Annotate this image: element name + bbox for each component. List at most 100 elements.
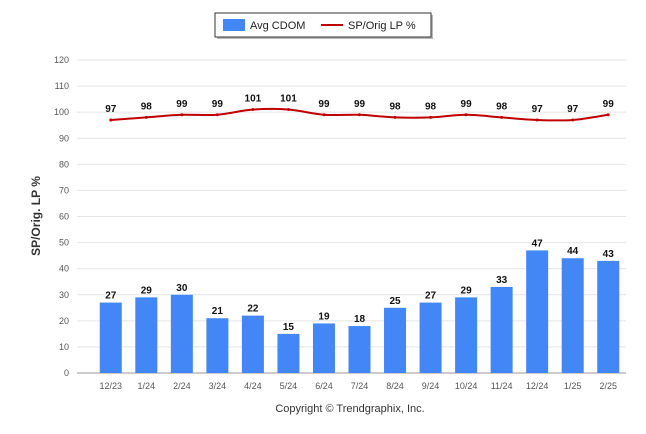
- x-tick-label: 1/25: [564, 381, 582, 391]
- bar: [99, 302, 122, 373]
- line-point: [251, 108, 255, 112]
- bar: [490, 286, 513, 373]
- line-data-label: 101: [280, 94, 297, 105]
- y-tick-label: 40: [59, 264, 69, 274]
- x-axis-ticks: 12/23 1/24 2/24 3/24 4/24 5/24 6/24 7/24 8/24 9/2…: [100, 381, 617, 391]
- line-point: [286, 108, 290, 112]
- bar-data-label: 30: [176, 283, 188, 294]
- y-axis-title: SP/Orig. LP %: [29, 176, 43, 256]
- bar-data-label: 43: [603, 249, 615, 260]
- x-tick-label: 10/24: [455, 381, 478, 391]
- bar: [597, 260, 620, 373]
- y-tick-label: 0: [64, 368, 69, 378]
- y-tick-label: 20: [59, 316, 69, 326]
- bar: [312, 323, 335, 373]
- x-tick-label: 2/24: [173, 381, 191, 391]
- copyright-text: Copyright © Trendgraphix, Inc.: [275, 403, 424, 415]
- line-data-label: 98: [389, 101, 401, 112]
- x-tick-label: 8/24: [386, 381, 404, 391]
- bar-data-label: 15: [283, 322, 295, 333]
- y-tick-label: 50: [59, 238, 69, 248]
- bar: [419, 302, 442, 373]
- line-data-label: 97: [532, 104, 544, 115]
- y-tick-label: 110: [55, 81, 69, 91]
- bar: [241, 315, 264, 373]
- y-tick-label: 80: [59, 159, 69, 169]
- x-tick-label: 6/24: [315, 381, 333, 391]
- bar-data-label: 27: [105, 291, 117, 302]
- y-tick-label: 70: [59, 185, 69, 195]
- line-data-label: 97: [105, 104, 117, 115]
- line-point: [393, 115, 397, 119]
- x-tick-label: 1/24: [138, 381, 156, 391]
- legend-label-avg-cdom: Avg CDOM: [250, 20, 305, 32]
- x-tick-label: 12/23: [100, 381, 123, 391]
- bar-data-labels: 27 29 30 21 22 15 19 18 25 27 29 33 47 44 43: [105, 238, 614, 332]
- x-tick-label: 7/24: [351, 381, 369, 391]
- line-point: [180, 113, 184, 117]
- line-point: [535, 118, 539, 122]
- line-point: [109, 118, 113, 122]
- bar-series: [99, 250, 620, 373]
- bar-data-label: 25: [389, 296, 401, 307]
- bar-data-label: 18: [354, 314, 366, 325]
- line-data-label: 99: [176, 99, 188, 110]
- line-data-label: 99: [318, 99, 330, 110]
- y-axis-ticks: 0 10 20 30 40 50 60 70 80 90 100 110 120: [54, 55, 69, 378]
- line-data-label: 99: [603, 99, 615, 110]
- line-point: [358, 113, 361, 117]
- line-data-labels: 97 98 99 99 101 101 99 99 98 98 99 98 97 97 99: [105, 94, 614, 115]
- line-point: [464, 113, 468, 117]
- x-tick-label: 9/24: [422, 381, 440, 391]
- y-tick-label: 60: [59, 212, 69, 222]
- x-tick-label: 4/24: [244, 381, 262, 391]
- bar-data-label: 27: [425, 291, 437, 302]
- bar: [526, 250, 549, 373]
- bar-data-label: 29: [141, 285, 153, 296]
- bar-data-label: 22: [247, 304, 259, 315]
- line-point: [429, 115, 433, 119]
- line-data-label: 98: [496, 101, 508, 112]
- bar-data-label: 21: [212, 306, 224, 317]
- line-point: [322, 113, 326, 117]
- bar-data-label: 29: [461, 285, 473, 296]
- line-data-label: 97: [567, 104, 579, 115]
- y-tick-label: 10: [59, 342, 69, 352]
- line-point: [571, 118, 575, 122]
- y-tick-label: 100: [54, 107, 69, 117]
- y-tick-label: 30: [59, 290, 69, 300]
- x-tick-label: 3/24: [209, 381, 227, 391]
- line-data-label: 99: [461, 99, 473, 110]
- bar: [277, 333, 300, 373]
- line-point: [215, 113, 219, 117]
- legend-swatch-avg-cdom: [223, 19, 245, 31]
- legend-label-sp-orig-lp: SP/Orig LP %: [348, 20, 416, 32]
- bar: [384, 307, 407, 373]
- bar-data-label: 33: [496, 275, 508, 286]
- bar-data-label: 47: [532, 238, 544, 249]
- bar: [135, 297, 158, 373]
- line-point: [500, 115, 504, 119]
- x-tick-label: 12/24: [526, 381, 549, 391]
- bar: [561, 258, 584, 373]
- bar: [170, 294, 193, 373]
- line-data-label: 99: [354, 99, 366, 110]
- bar: [455, 297, 478, 373]
- bar: [206, 318, 229, 373]
- y-tick-label: 90: [59, 133, 69, 143]
- line-point: [144, 115, 148, 119]
- bar: [348, 326, 371, 373]
- line-point: [606, 113, 610, 117]
- x-tick-label: 2/25: [599, 381, 617, 391]
- bar-data-label: 19: [318, 311, 330, 322]
- x-tick-label: 5/24: [280, 381, 298, 391]
- line-series: [109, 107, 610, 122]
- legend: Avg CDOM SP/Orig LP %: [214, 12, 433, 39]
- line-data-label: 101: [245, 94, 262, 105]
- line-data-label: 98: [141, 101, 153, 112]
- gridlines: [77, 59, 626, 374]
- line-data-label: 98: [425, 101, 437, 112]
- bar-data-label: 44: [567, 246, 579, 257]
- y-tick-label: 120: [54, 55, 69, 65]
